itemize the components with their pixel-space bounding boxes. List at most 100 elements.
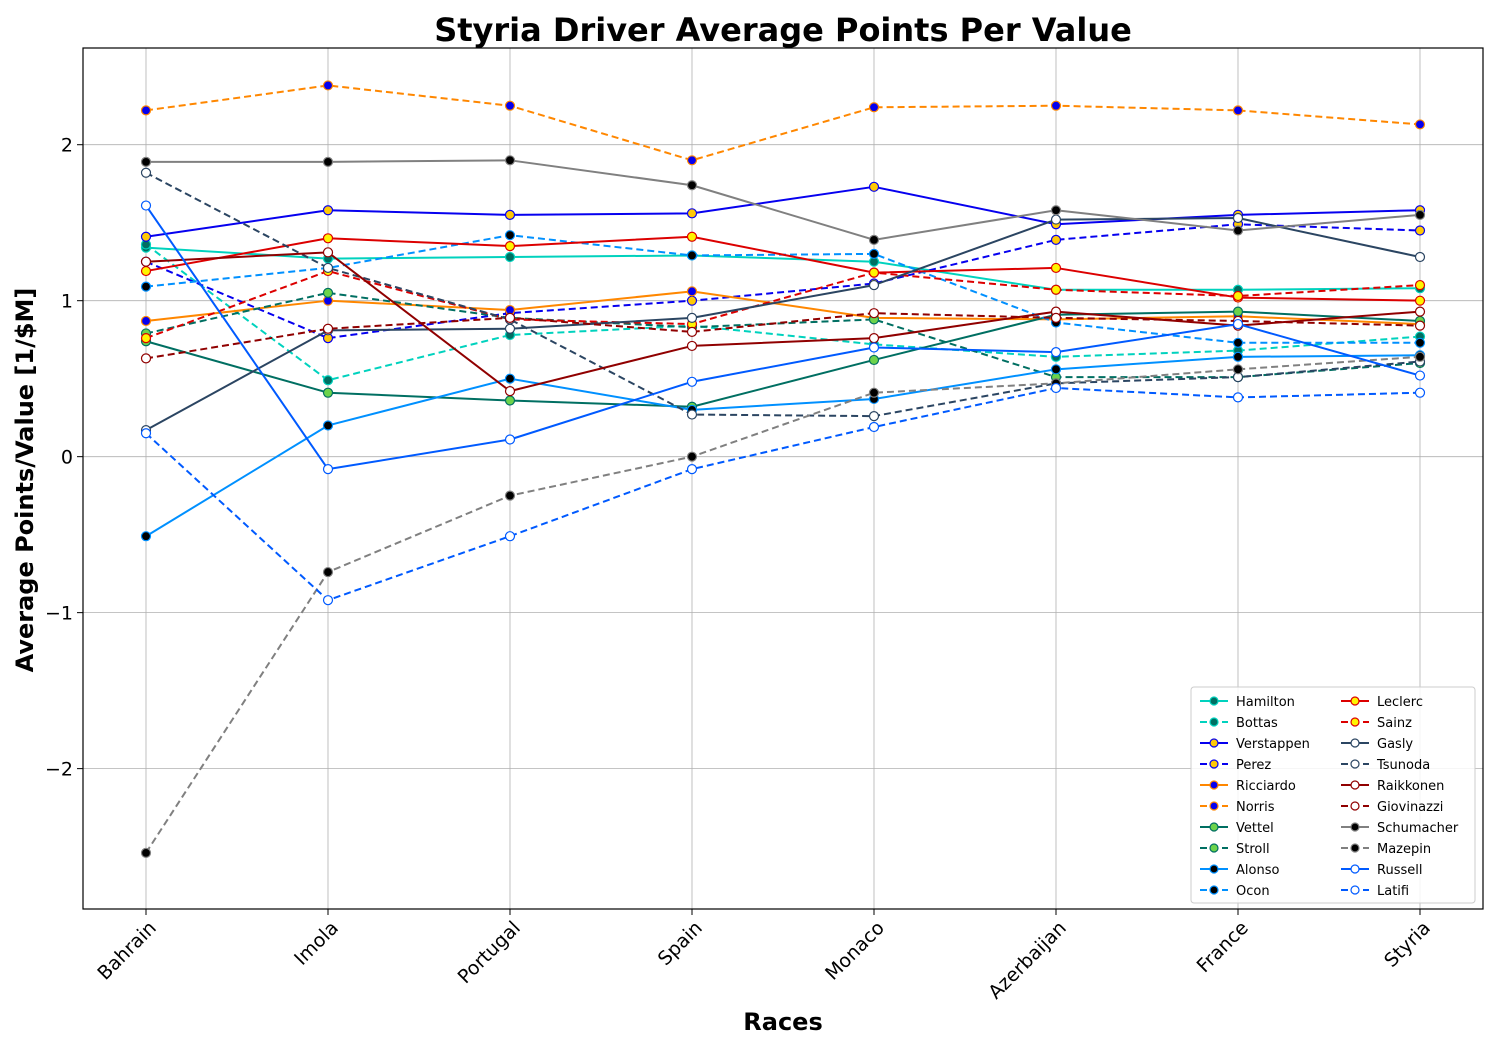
data-point	[1234, 352, 1243, 361]
data-point	[506, 242, 515, 251]
legend-swatch-marker	[1351, 718, 1359, 726]
legend-swatch-marker	[1351, 781, 1359, 789]
data-point	[1416, 210, 1425, 219]
data-point	[1416, 338, 1425, 347]
legend-label: Latifi	[1377, 884, 1409, 899]
legend-label: Tsunoda	[1376, 758, 1430, 773]
legend: HamiltonBottasVerstappenPerezRicciardoNo…	[1191, 687, 1475, 903]
series-latifi	[142, 384, 1425, 605]
data-point	[324, 421, 333, 430]
x-tick-label: Spain	[654, 917, 707, 970]
data-point	[506, 210, 515, 219]
data-point	[1234, 320, 1243, 329]
data-point	[1234, 106, 1243, 115]
data-point	[1234, 226, 1243, 235]
data-point	[688, 209, 697, 218]
data-point	[142, 232, 151, 241]
data-point	[688, 465, 697, 474]
data-point	[506, 387, 515, 396]
data-point	[142, 316, 151, 325]
chart-title: Styria Driver Average Points Per Value	[434, 11, 1132, 49]
data-point	[870, 334, 879, 343]
data-point	[688, 377, 697, 386]
data-point	[506, 253, 515, 262]
data-point	[1416, 281, 1425, 290]
data-point	[506, 101, 515, 110]
x-axis-label: Races	[743, 1008, 822, 1036]
data-point	[324, 206, 333, 215]
data-point	[688, 327, 697, 336]
data-point	[1052, 263, 1061, 272]
legend-label: Hamilton	[1236, 695, 1295, 710]
data-point	[1416, 253, 1425, 262]
data-point	[1052, 285, 1061, 294]
series-line	[146, 206, 1420, 470]
data-point	[870, 182, 879, 191]
data-point	[506, 396, 515, 405]
data-point	[688, 251, 697, 260]
legend-label: Vettel	[1236, 821, 1274, 836]
data-point	[1052, 384, 1061, 393]
data-point	[142, 267, 151, 276]
legend-label: Alonso	[1236, 863, 1279, 878]
legend-label: Sainz	[1377, 716, 1412, 731]
y-tick-label: −1	[45, 603, 73, 625]
data-point	[1234, 214, 1243, 223]
data-point	[142, 201, 151, 210]
data-point	[142, 168, 151, 177]
data-point	[142, 848, 151, 857]
data-point	[870, 309, 879, 318]
series-norris	[142, 81, 1425, 165]
data-point	[1052, 313, 1061, 322]
data-point	[870, 268, 879, 277]
data-point	[1052, 348, 1061, 357]
legend-label: Giovinazzi	[1377, 800, 1443, 815]
data-point	[324, 568, 333, 577]
data-point	[688, 287, 697, 296]
legend-label: Gasly	[1377, 737, 1413, 752]
legend-label: Russell	[1377, 863, 1422, 878]
data-point	[142, 532, 151, 541]
legend-box	[1191, 687, 1475, 903]
legend-swatch-marker	[1351, 886, 1359, 894]
data-point	[870, 249, 879, 258]
data-point	[688, 313, 697, 322]
legend-label: Perez	[1236, 758, 1271, 773]
data-point	[1416, 120, 1425, 129]
data-point	[506, 374, 515, 383]
data-point	[324, 157, 333, 166]
legend-swatch-marker	[1210, 823, 1218, 831]
data-point	[142, 354, 151, 363]
data-point	[1234, 338, 1243, 347]
x-tick-label: Styria	[1380, 917, 1435, 972]
series-line	[146, 85, 1420, 160]
data-point	[1052, 101, 1061, 110]
data-point	[1416, 307, 1425, 316]
legend-swatch-marker	[1210, 844, 1218, 852]
data-point	[506, 313, 515, 322]
data-point	[870, 423, 879, 432]
data-point	[506, 491, 515, 500]
data-point	[506, 435, 515, 444]
data-point	[324, 324, 333, 333]
data-point	[324, 234, 333, 243]
legend-swatch-marker	[1351, 823, 1359, 831]
data-point	[142, 157, 151, 166]
data-point	[324, 376, 333, 385]
legend-label: Stroll	[1236, 842, 1270, 857]
legend-swatch-marker	[1210, 760, 1218, 768]
data-point	[142, 257, 151, 266]
series-line	[146, 224, 1420, 338]
data-point	[506, 231, 515, 240]
data-point	[1052, 215, 1061, 224]
data-point	[324, 263, 333, 272]
data-point	[688, 341, 697, 350]
legend-label: Schumacher	[1377, 821, 1459, 836]
data-point	[1234, 365, 1243, 374]
legend-swatch-marker	[1210, 865, 1218, 873]
data-point	[1416, 388, 1425, 397]
legend-swatch-marker	[1351, 844, 1359, 852]
legend-label: Norris	[1236, 800, 1275, 815]
